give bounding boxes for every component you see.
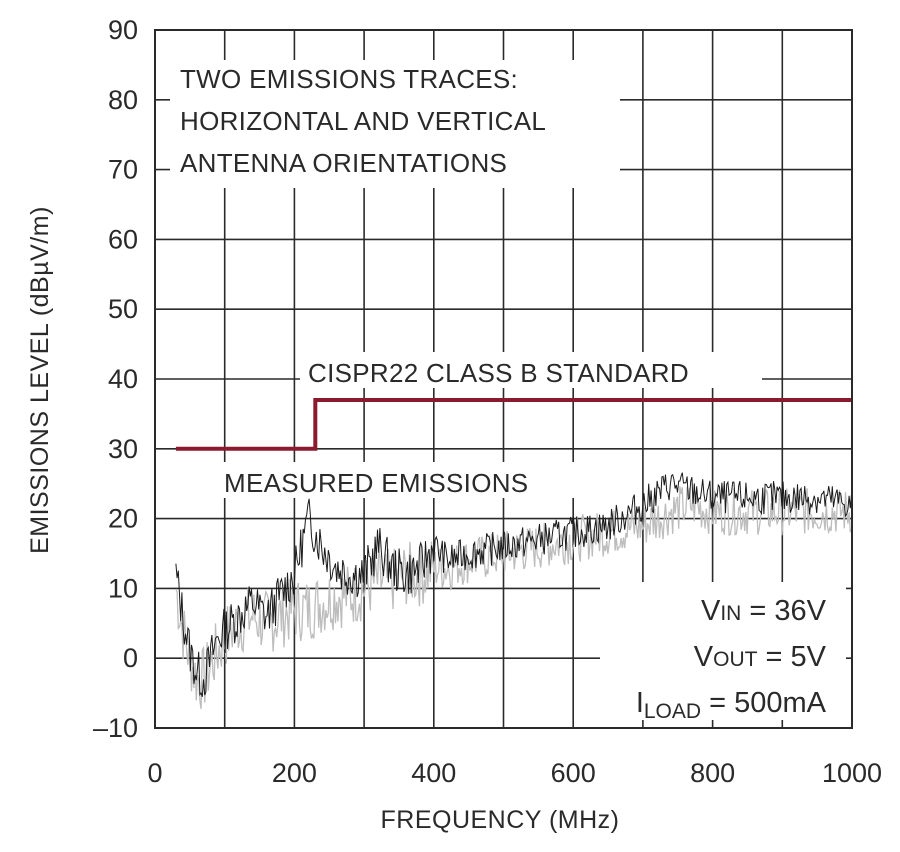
x-tick-label: 0 [147, 758, 162, 788]
series-layer [175, 397, 853, 710]
y-tick-label: 70 [108, 155, 138, 185]
x-tick-label: 1000 [822, 758, 882, 788]
measured-label: MEASURED EMISSIONS [224, 468, 528, 498]
measured-label-background [218, 462, 584, 498]
y-tick-label: –10 [93, 713, 138, 743]
y-tick-label: 0 [123, 643, 138, 673]
series-gray-trace [175, 486, 853, 710]
y-tick-label: 10 [108, 573, 138, 603]
plot-frame [154, 29, 853, 729]
annotation-traces-line1: TWO EMISSIONS TRACES: [180, 64, 518, 94]
x-tick-label: 600 [551, 758, 596, 788]
condition-vin: VIN = 36V [701, 595, 827, 627]
standard-label: CISPR22 CLASS B STANDARD [308, 358, 689, 388]
condition-iload: ILOAD = 500mA [636, 687, 827, 723]
series-cispr22-standard [175, 397, 852, 451]
y-tick-label: 50 [108, 294, 138, 324]
series-measured-emissions [175, 472, 852, 698]
y-axis-title: EMISSIONS LEVEL (dBµV/m) [26, 206, 54, 554]
y-tick-label: 60 [108, 224, 138, 254]
x-axis-title: FREQUENCY (MHz) [381, 806, 620, 834]
conditions-box-background [600, 582, 846, 720]
y-tick-label: 40 [108, 364, 138, 394]
y-tick-labels: –10 0 10 20 30 40 50 60 70 80 90 [93, 15, 138, 743]
annotation-box-background [170, 60, 620, 188]
y-tick-label: 80 [108, 85, 138, 115]
condition-vout: VOUT = 5V [694, 641, 827, 673]
x-tick-label: 200 [272, 758, 317, 788]
y-tick-label: 90 [108, 15, 138, 45]
x-tick-label: 400 [411, 758, 456, 788]
standard-label-background [300, 352, 762, 388]
annotation-traces-line3: ANTENNA ORIENTATIONS [180, 148, 507, 178]
y-tick-label: 30 [108, 434, 138, 464]
y-tick-label: 20 [108, 504, 138, 534]
x-tick-label: 800 [690, 758, 735, 788]
x-tick-labels: 0 200 400 600 800 1000 [147, 758, 882, 788]
annotation-traces-line2: HORIZONTAL AND VERTICAL [180, 106, 546, 136]
